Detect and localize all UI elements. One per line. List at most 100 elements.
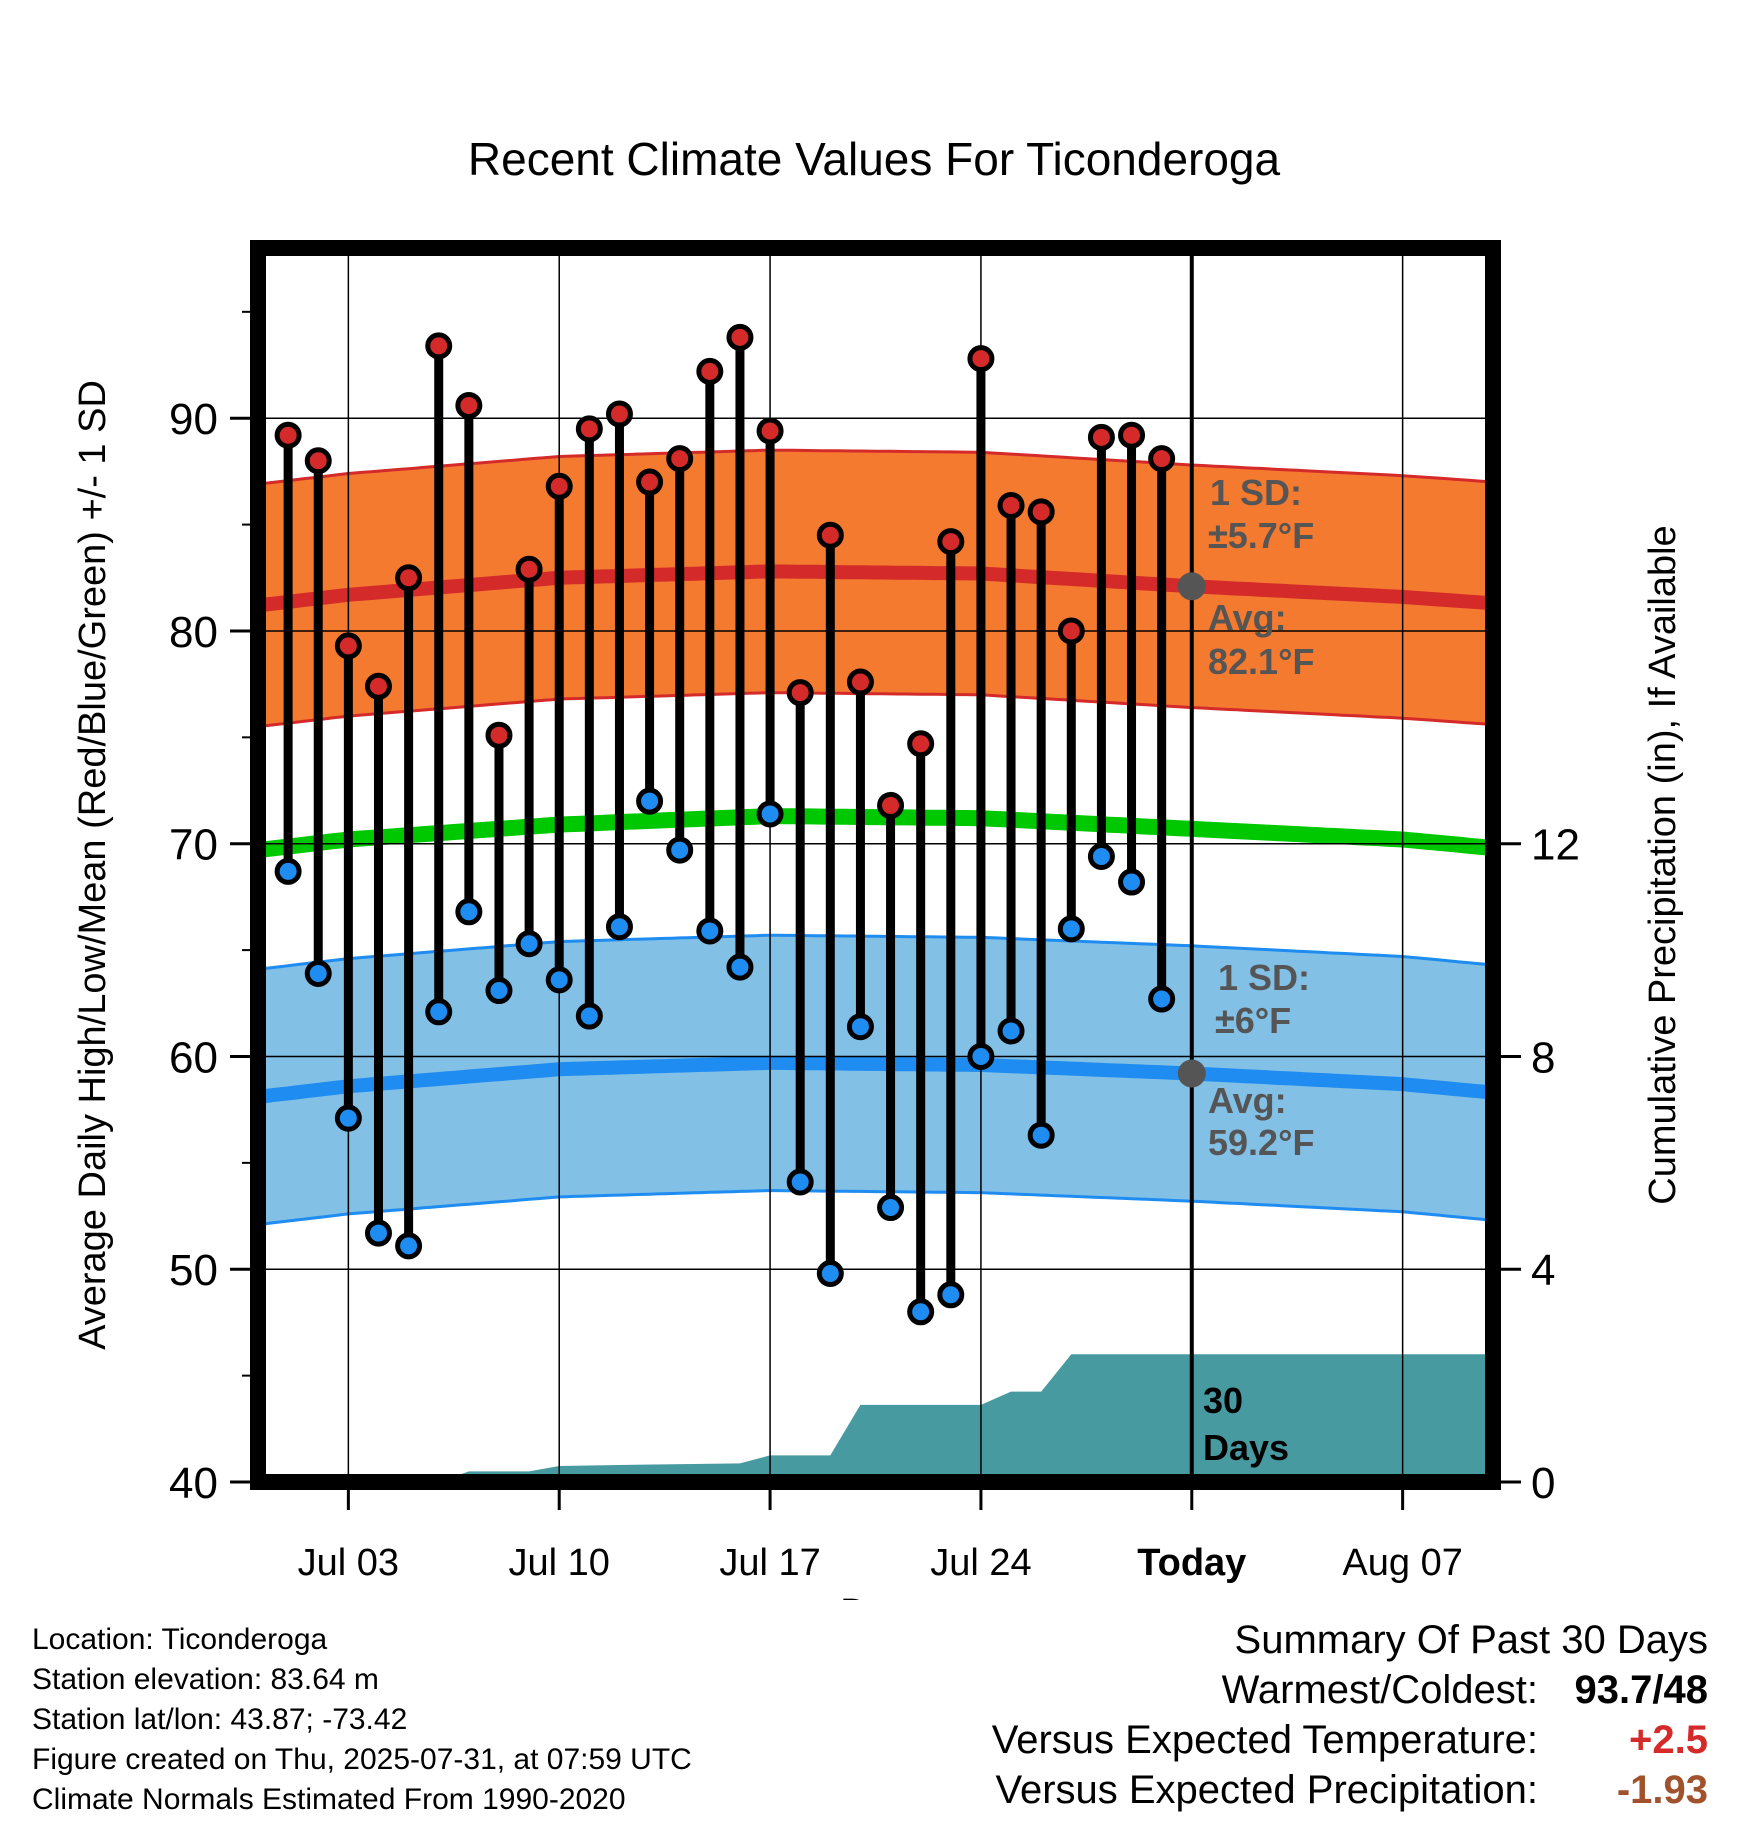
today-low-normal-marker [1177,1059,1206,1088]
chart-title: Recent Climate Values For Ticonderoga [468,133,1281,185]
daily-high-point [545,472,573,500]
latlon-text: Station lat/lon: 43.87; -73.42 [32,1703,408,1736]
x-tick-label: Aug 07 [1342,1542,1462,1584]
daily-low-point [696,917,724,945]
x-tick-label: Jul 17 [719,1542,820,1584]
daily-high-point [1118,421,1146,449]
y-tick-label: 90 [169,395,218,444]
daily-low-point [605,913,633,941]
x-axis-label: Day [840,1592,908,1600]
low-sd-band [258,935,1493,1225]
daily-low-point [304,960,332,988]
high-sd-value: ±5.7°F [1208,515,1314,556]
location-text: Location: Ticonderoga [32,1623,328,1656]
daily-high-point [666,445,694,473]
y-axis-label: Average Daily High/Low/Mean (Red/Blue/Gr… [72,380,114,1350]
daily-high-point [726,323,754,351]
plot-frame [250,240,1501,1490]
y-tick-label: 80 [169,608,218,657]
daily-high-point [967,345,995,373]
temp-label: Versus Expected Temperature: [991,1718,1538,1762]
y-tick-label: 50 [169,1246,218,1295]
daily-high-point [1148,445,1176,473]
warmest-value: 93.7/48 [1574,1668,1708,1712]
daily-high-point [334,632,362,660]
y2-tick-label: 0 [1531,1459,1555,1508]
high-avg-label: Avg: [1208,597,1287,638]
daily-high-point [605,400,633,428]
daily-low-point [485,977,513,1005]
high-sd-band-upper-edge [257,448,1494,486]
daily-low-point [545,966,573,994]
daily-high-point [997,491,1025,519]
high-sd-label: 1 SD: [1210,472,1302,513]
daily-low-point [937,1281,965,1309]
high-avg-value: 82.1°F [1208,641,1314,682]
normals-period-text: Climate Normals Estimated From 1990-2020 [32,1783,626,1816]
mean-normal-line [257,808,1494,859]
low-sd-value: ±6°F [1215,1000,1291,1041]
daily-high-point [395,564,423,592]
daily-low-point [666,836,694,864]
daily-high-point [425,332,453,360]
x-tick-label: Today [1137,1542,1246,1584]
low-normal-line [257,1055,1494,1104]
summary-temp-row: Versus Expected Temperature: +2.5 [992,1715,1708,1765]
climate-chart: Recent Climate Values For Ticonderoga 40… [72,133,1684,1600]
warmest-label: Warmest/Coldest: [1221,1668,1538,1712]
y-tick-label: 70 [169,821,218,870]
station-info: Location: Ticonderoga Station elevation:… [32,1620,692,1820]
daily-high-point [877,791,905,819]
daily-low-point [1027,1121,1055,1149]
daily-high-point [364,672,392,700]
summary-precip-row: Versus Expected Precipitation: -1.93 [992,1765,1708,1815]
daily-high-point [1027,498,1055,526]
daily-high-point [756,417,784,445]
daily-high-point [846,668,874,696]
low-sd-label: 1 SD: [1218,957,1310,998]
daily-low-point [1057,915,1085,943]
daily-high-point [937,528,965,556]
daily-low-point [786,1168,814,1196]
y2-tick-label: 12 [1531,821,1580,870]
daily-high-point [636,468,664,496]
y-tick-label: 40 [169,1459,218,1508]
low-sd-band-upper-edge [257,933,1494,971]
axes: 40 50 60 70 80 90 0 4 8 12 Jul 03 Jul 10 Jul 17 Jul 2… [169,240,1580,1584]
daily-low-point [816,1259,844,1287]
precip-label: Versus Expected Precipitation: [995,1768,1538,1812]
daily-low-point [756,800,784,828]
daily-low-point [455,898,483,926]
daily-high-point [304,447,332,475]
daily-high-point [907,730,935,758]
elevation-text: Station elevation: 83.64 m [32,1663,379,1696]
daily-high-point [816,521,844,549]
x-tick-label: Jul 10 [509,1542,610,1584]
daily-low-point [575,1002,603,1030]
summary-warmest-row: Warmest/Coldest: 93.7/48 [992,1665,1708,1715]
daily-low-point [334,1104,362,1132]
today-high-normal-marker [1177,572,1206,601]
x-tick-label: Jul 03 [298,1542,399,1584]
summary-panel: Summary Of Past 30 Days Warmest/Coldest:… [992,1615,1708,1815]
daily-high-point [1057,617,1085,645]
daily-low-point [274,857,302,885]
daily-high-point [696,357,724,385]
daily-low-point [967,1042,995,1070]
y-tick-label: 60 [169,1033,218,1082]
low-avg-label: Avg: [1208,1080,1287,1121]
x-tick-label: Jul 24 [930,1542,1031,1584]
daily-high-point [485,721,513,749]
y2-tick-label: 4 [1531,1246,1555,1295]
low-avg-value: 59.2°F [1208,1122,1314,1163]
daily-low-point [1118,868,1146,896]
annotations: 1 SD: ±5.7°F Avg: 82.1°F 1 SD: ±6°F Avg:… [1203,472,1314,1468]
daily-low-point [515,930,543,958]
y2-axis-label: Cumulative Precipitation (in), If Availa… [1642,525,1684,1204]
high-sd-band [258,450,1493,727]
high-normal-line [257,564,1494,613]
summary-title: Summary Of Past 30 Days [1234,1618,1708,1662]
daily-high-point [1087,423,1115,451]
precip-days-number: 30 [1203,1380,1243,1421]
daily-high-point [575,415,603,443]
